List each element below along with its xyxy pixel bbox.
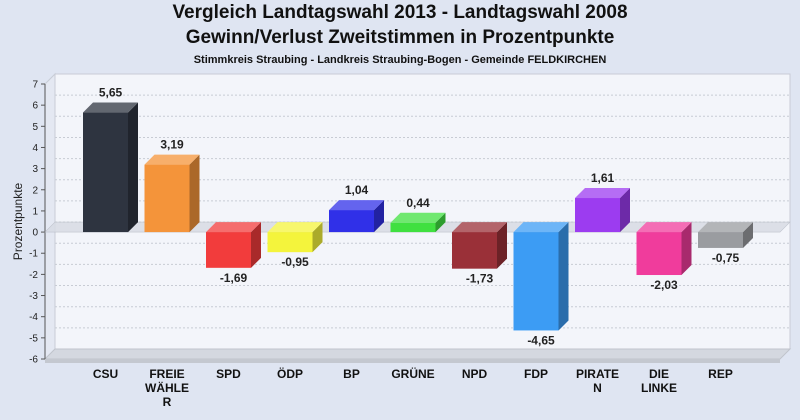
bar-top (206, 222, 261, 233)
bar-top (144, 154, 200, 165)
y-tick-label: 4 (32, 143, 38, 154)
y-tick-label: 5 (32, 122, 38, 133)
y-tick-label: 7 (32, 80, 38, 91)
bar-side (681, 222, 692, 276)
x-tick-label: PIRATE (576, 367, 619, 381)
y-tick-label: -2 (29, 270, 38, 281)
bar-front (452, 232, 497, 269)
bar-side (374, 200, 384, 233)
y-tick-label: 1 (32, 206, 38, 217)
x-tick-label: N (593, 381, 602, 395)
bar-top (452, 222, 507, 233)
chart-location: Stimmkreis Straubing - Landkreis Straubi… (193, 54, 607, 66)
x-tick-label: BP (343, 367, 360, 381)
chart-title: Vergleich Landtagswahl 2013 - Landtagswa… (172, 2, 628, 23)
bar-1 (144, 154, 200, 233)
bar-9 (636, 222, 692, 276)
bar-side (558, 222, 569, 331)
y-tick-label: -3 (29, 291, 38, 302)
bar-front (513, 232, 559, 331)
bar-front (575, 198, 620, 233)
x-tick-label: FREIE (149, 367, 184, 381)
bar-8 (575, 188, 630, 233)
data-label: 1,61 (591, 171, 615, 185)
x-tick-label: ÖDP (277, 366, 303, 381)
x-tick-label: SPD (216, 367, 241, 381)
y-tick-label: -6 (29, 355, 38, 366)
bar-side (312, 222, 323, 253)
bar-top (575, 188, 630, 199)
data-label: -2,03 (650, 278, 678, 292)
data-label: 5,65 (99, 86, 123, 100)
plot-floor (43, 348, 792, 360)
bar-top (698, 222, 753, 233)
bar-4 (329, 200, 384, 233)
x-tick-label: DIE (649, 367, 669, 381)
x-tick-label: FDP (524, 367, 548, 381)
bar-top (513, 222, 569, 233)
bar-top (636, 222, 692, 233)
bar-top (390, 212, 446, 223)
bar-0 (83, 102, 138, 233)
data-label: -1,73 (466, 272, 494, 286)
y-tick-label: -1 (29, 249, 38, 260)
x-tick-label: GRÜNE (391, 366, 434, 381)
bar-front (636, 232, 682, 276)
bar-front (206, 232, 251, 268)
bar-front (83, 112, 128, 233)
data-label: 0,44 (406, 196, 430, 210)
bar-side (128, 102, 138, 233)
data-label: -0,95 (281, 255, 309, 269)
bar-top (267, 222, 323, 233)
chart-subtitle: Gewinn/Verlust Zweitstimmen in Prozentpu… (185, 27, 615, 48)
bar-front (329, 210, 374, 233)
y-tick-label: -4 (29, 312, 38, 323)
y-tick-label: 2 (32, 185, 38, 196)
x-tick-label: WÄHLE (145, 380, 189, 395)
plot-floor-edge (45, 359, 780, 363)
data-label: -0,75 (712, 251, 740, 265)
bar-side (743, 222, 753, 248)
y-tick-label: 3 (32, 164, 38, 175)
plot-side-wall (44, 72, 56, 361)
bar-7 (513, 222, 569, 331)
y-axis-label: Prozentpunkte (11, 182, 25, 260)
bar-10 (698, 222, 753, 248)
bar-top (83, 102, 138, 113)
x-tick-label: NPD (462, 367, 488, 381)
data-label: 1,04 (345, 183, 369, 197)
bar-top (329, 200, 384, 211)
data-label: -4,65 (527, 333, 555, 347)
bar-5 (390, 212, 446, 233)
bar-side (620, 188, 630, 233)
bar-side (189, 154, 200, 233)
bar-6 (452, 222, 507, 269)
bar-front (144, 164, 190, 233)
data-label: 3,19 (160, 138, 184, 152)
bar-front (267, 232, 313, 253)
x-tick-label: CSU (93, 367, 118, 381)
bar-2 (206, 222, 261, 268)
y-tick-label: -5 (29, 333, 38, 344)
data-label: -1,69 (220, 271, 248, 285)
bar-side (435, 212, 446, 233)
bar-side (251, 222, 261, 268)
bar-front (390, 222, 436, 233)
bar-front (698, 232, 743, 248)
bar-side (497, 222, 507, 269)
x-tick-label: REP (708, 367, 733, 381)
x-tick-label: R (163, 395, 172, 409)
bar-3 (267, 222, 323, 253)
y-tick-label: 0 (32, 228, 38, 239)
y-tick-label: 6 (32, 101, 38, 112)
x-tick-label: LINKE (641, 381, 677, 395)
